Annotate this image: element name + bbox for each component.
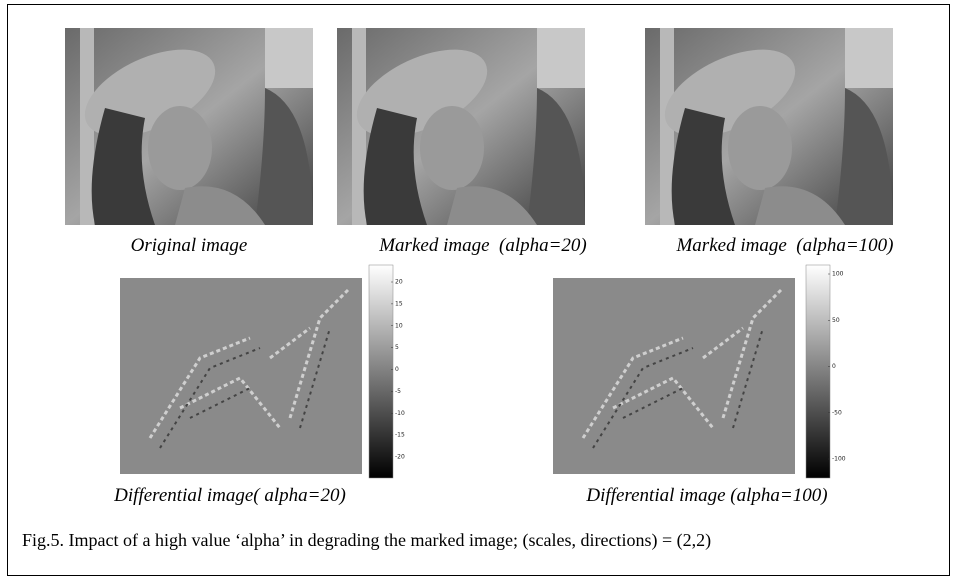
differential-caption: Differential image (alpha=100) [585,485,827,506]
colorbar-tick-label: -10 [395,410,405,417]
colorbar-tick-label: -20 [395,454,405,461]
colorbar [806,265,830,478]
colorbar-tick-label: -5 [395,388,401,395]
colorbar-tick-label: -15 [395,432,405,439]
colorbar-tick-label: 20 [395,279,403,286]
figure-caption: Fig.5. Impact of a high value ‘alpha’ in… [22,530,711,551]
differential-image-100 [553,278,795,474]
colorbar-tick-label: 50 [832,317,840,324]
original-image [65,28,313,225]
colorbar-tick-label: 0 [832,363,836,370]
marked-image-100 [645,28,893,225]
colorbar-tick-label: 0 [395,366,399,373]
colorbar-tick-label: -50 [832,409,842,416]
colorbar-tick-label: 100 [832,271,844,278]
colorbar-tick-label: -100 [832,456,846,463]
image-caption: Original image [131,235,248,256]
image-caption: Marked image (alpha=20) [378,235,587,256]
marked-image-20 [337,28,585,225]
differential-caption: Differential image( alpha=20) [113,485,346,506]
colorbar [369,265,393,478]
differential-image-20 [120,278,362,474]
colorbar-tick-label: 5 [395,344,399,351]
figure-page: Original image Marked image (alpha=20) M… [0,0,957,581]
colorbar-tick-label: 15 [395,300,403,307]
colorbar-tick-label: 10 [395,322,403,329]
image-caption: Marked image (alpha=100) [675,235,893,256]
